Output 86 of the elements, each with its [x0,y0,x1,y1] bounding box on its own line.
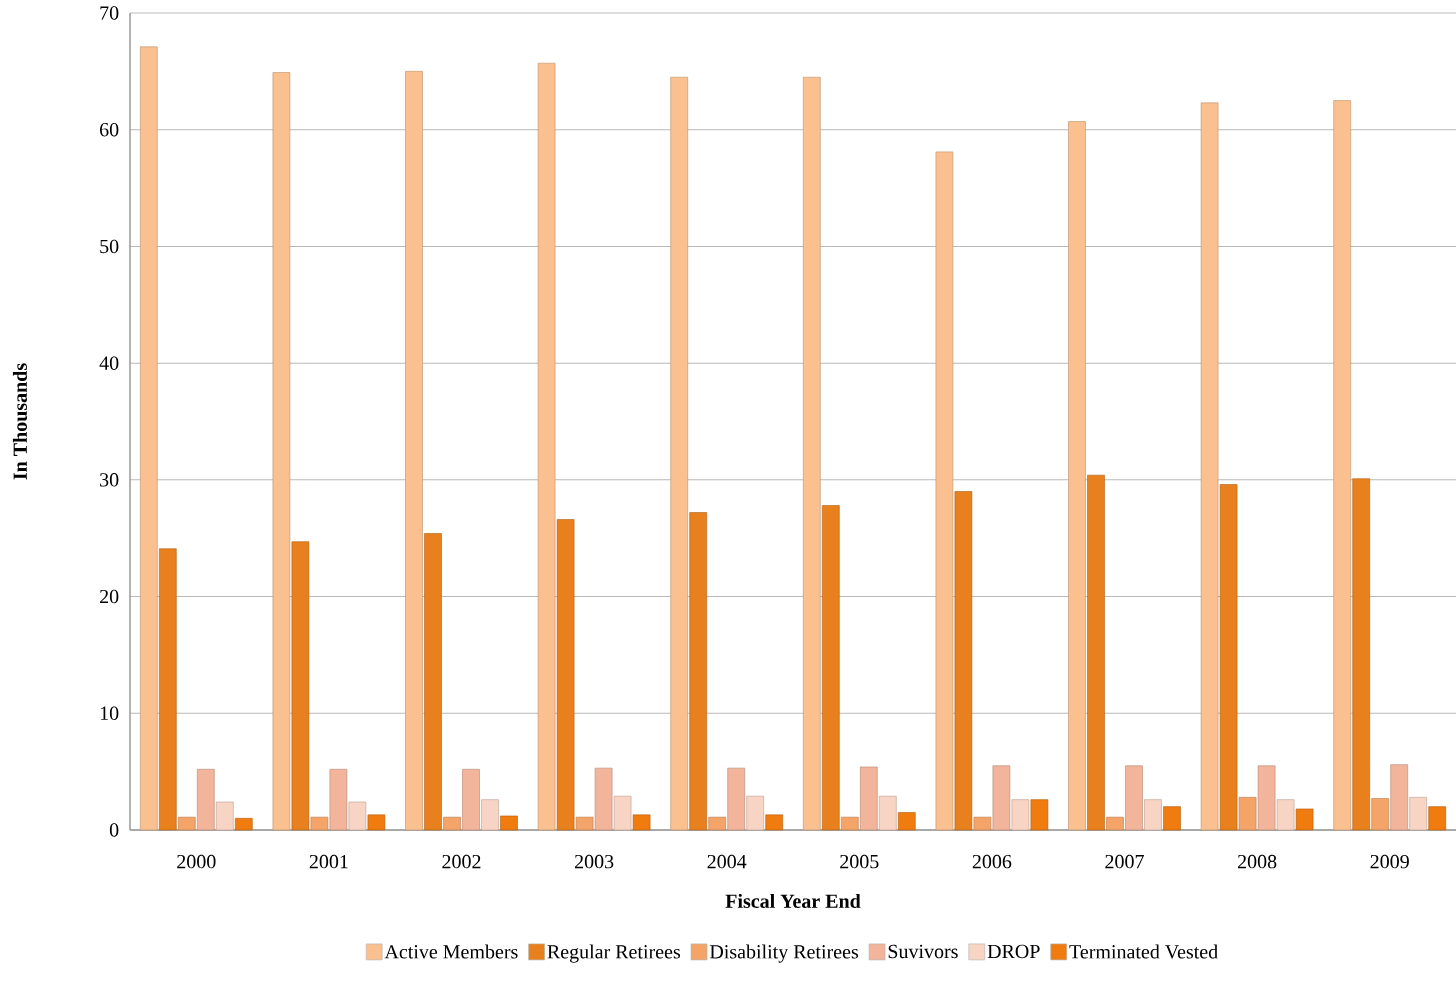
bar [575,816,594,831]
bar [594,767,613,831]
bar [1428,806,1446,831]
bar [140,46,158,831]
y-tick-label: 60 [100,122,119,137]
bar [992,765,1011,831]
y-tick-label: 50 [100,239,119,254]
bar [841,816,859,831]
legend-label: Terminated Vested [1069,944,1218,959]
x-tick-label: 2003 [574,854,614,869]
y-tick-label: 0 [109,823,119,837]
legend-label: Active Members [384,944,518,959]
bar [537,62,556,831]
bar [443,816,461,831]
bar [1087,474,1105,831]
y-tick-label: 20 [100,589,119,604]
bar [291,541,310,831]
bar [1219,484,1238,831]
bar [1200,102,1219,831]
bar [1352,478,1370,831]
bar [329,769,348,831]
bar [708,816,726,831]
bar [405,71,423,831]
bar [556,519,575,831]
bar [1125,765,1143,831]
bar [689,512,707,831]
bar [670,76,688,831]
x-tick-label: 2006 [972,854,1012,869]
bar [1371,798,1389,831]
x-tick-label: 2008 [1237,854,1277,869]
bar [348,801,367,831]
x-tick-label: 2005 [840,854,879,869]
bar [727,767,745,831]
x-tick-label: 2001 [309,854,348,869]
x-tick-label: 2004 [707,854,747,869]
x-tick-label: 2002 [442,854,481,869]
bar [367,814,386,831]
bar [1333,100,1351,831]
bar [462,769,480,831]
bar [613,795,632,831]
legend-label: DROP [987,944,1040,959]
bar [197,769,215,831]
bar [879,795,897,831]
legend-label: Disability Retirees [709,944,859,963]
bar [746,795,764,831]
bar [1238,797,1257,831]
bar [216,801,234,831]
bar [424,533,442,831]
bar [500,815,518,831]
bar [1030,799,1049,831]
x-axis-title: Fiscal Year End [725,893,861,908]
bar [178,816,196,831]
bar [1068,121,1086,831]
bar [1276,799,1295,831]
bar [1390,764,1408,831]
bar [235,818,253,831]
x-tick-label: 2009 [1370,854,1409,869]
bar [1163,806,1181,831]
y-axis-title: In Thousands [12,363,28,480]
bar [954,491,973,831]
bar [1011,799,1030,831]
bar [898,812,916,831]
y-tick-label: 10 [100,706,119,721]
bar [1106,816,1124,831]
legend-label: Regular Retirees [547,944,681,963]
bar [822,505,840,831]
bar [973,816,992,831]
y-tick-label: 70 [100,6,119,20]
bar [272,72,291,831]
bar [632,814,651,831]
bar [481,799,499,831]
bar [1257,765,1276,831]
bar [765,814,783,831]
bar [1144,799,1162,831]
bar [1295,808,1314,831]
bar [803,76,821,831]
bar [935,151,954,831]
bar [159,548,177,831]
x-tick-label: 2000 [177,854,216,869]
y-tick-label: 30 [100,473,119,487]
bar [860,766,878,831]
bar [310,816,329,831]
y-tick-label: 40 [99,356,119,370]
bar [1409,797,1427,831]
legend-label: Suvivors [888,944,958,959]
x-tick-label: 2007 [1105,854,1144,869]
